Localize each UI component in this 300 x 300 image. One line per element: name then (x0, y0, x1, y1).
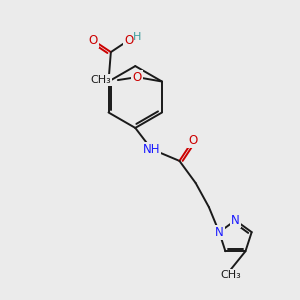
Text: CH₃: CH₃ (91, 75, 111, 85)
Text: O: O (124, 34, 133, 47)
Text: O: O (188, 134, 197, 147)
Text: O: O (88, 34, 98, 47)
Text: H: H (133, 32, 141, 42)
Text: N: N (231, 214, 240, 227)
Text: O: O (132, 70, 142, 84)
Text: CH₃: CH₃ (220, 270, 241, 280)
Text: N: N (215, 226, 224, 239)
Text: NH: NH (143, 142, 160, 156)
